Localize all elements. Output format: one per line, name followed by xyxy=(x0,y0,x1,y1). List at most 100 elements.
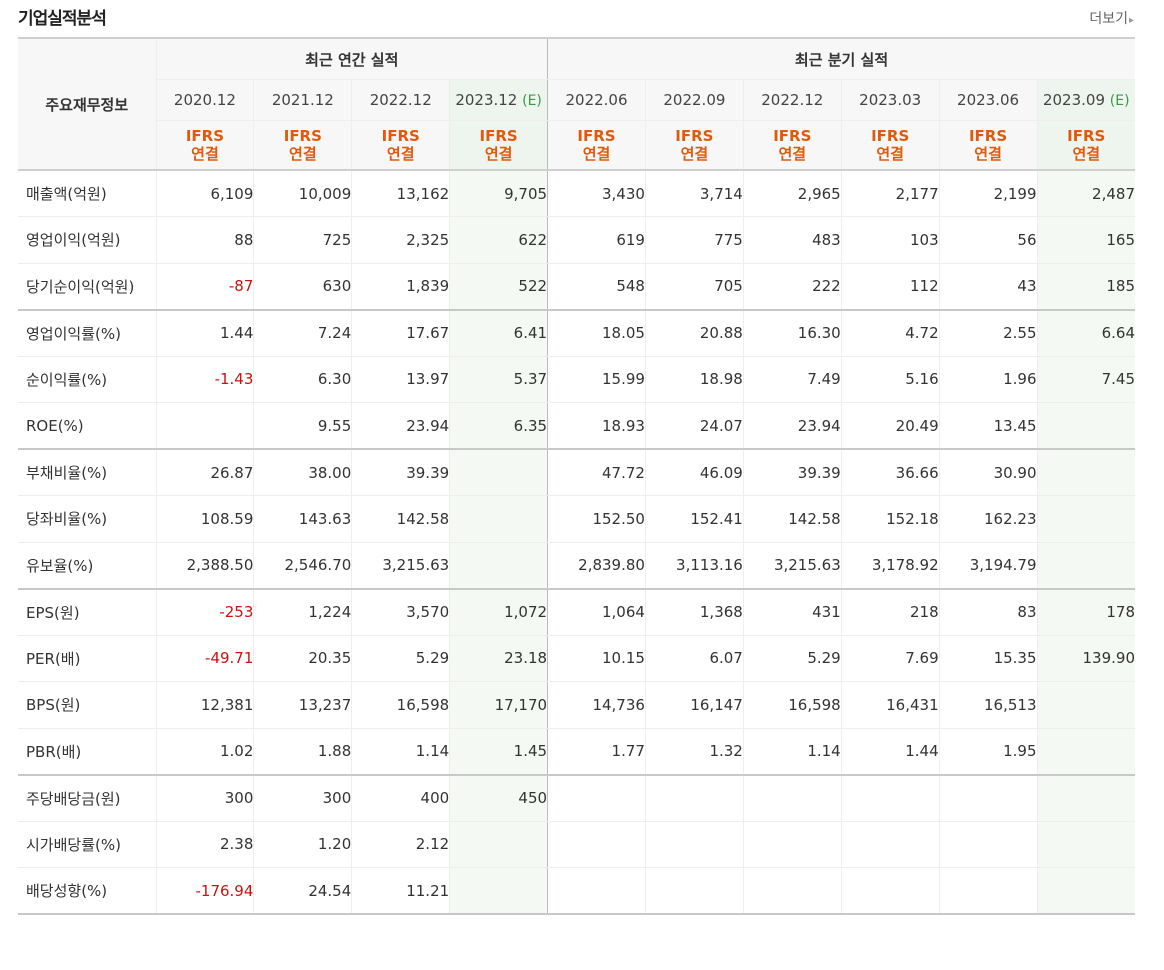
basis-line1: IFRS xyxy=(283,127,322,145)
cell-value: 56 xyxy=(938,216,1038,264)
basis-line1: IFRS xyxy=(185,127,225,145)
cell-value xyxy=(449,495,548,543)
cell-value: 143.63 xyxy=(253,495,352,543)
basis-line1: IFRS xyxy=(871,127,910,145)
table-row: 주당배당금(원) 300 300 400 450 xyxy=(18,774,1135,822)
cell-value: 23.94 xyxy=(742,402,842,450)
cell-value: 165 xyxy=(1036,216,1135,264)
period-label: 2023.09 xyxy=(1042,91,1105,109)
period-header: 2020.12 xyxy=(155,79,254,121)
cell-value: 1.44 xyxy=(840,728,940,776)
basis-line2: 연결 xyxy=(876,145,904,163)
cell-value: 5.29 xyxy=(351,635,450,682)
cell-value: 522 xyxy=(449,263,548,311)
row-label: 시가배당률(%) xyxy=(18,821,156,868)
cell-value: 152.18 xyxy=(840,495,940,543)
cell-value: 3,113.16 xyxy=(644,542,744,590)
period-label: 2022.12 xyxy=(369,91,432,109)
cell-value: 222 xyxy=(742,263,842,311)
basis-line1: IFRS xyxy=(675,127,714,145)
cell-value: 3,714 xyxy=(644,169,744,217)
cell-value xyxy=(1036,449,1135,496)
row-label: 매출액(억원) xyxy=(18,169,156,217)
chevron-right-icon[interactable]: ▸ xyxy=(1128,15,1134,26)
ifrs-basis: IFRS 연결 xyxy=(155,120,254,171)
cell-value xyxy=(1036,402,1135,450)
period-header: 2022.12 xyxy=(742,79,842,121)
cell-value: 46.09 xyxy=(644,449,744,496)
cell-value xyxy=(547,867,646,915)
cell-value: 5.37 xyxy=(449,356,548,403)
cell-value: 16,431 xyxy=(840,681,940,729)
cell-value: 39.39 xyxy=(742,449,842,496)
cell-value: 7.45 xyxy=(1036,356,1135,403)
cell-value xyxy=(1036,821,1135,868)
section-title: 기업실적분석 xyxy=(18,9,107,29)
cell-value: 162.23 xyxy=(938,495,1038,543)
more-link[interactable]: 더보기▸ xyxy=(1089,8,1134,28)
basis-line1: IFRS xyxy=(577,127,616,145)
cell-value: 6,109 xyxy=(155,169,254,217)
table-row: 순이익률(%) -1.43 6.30 13.97 5.37 15.99 18.98 7.49 5… xyxy=(18,356,1135,403)
financial-table: 주요재무정보 최근 연간 실적 최근 분기 실적 2020.12 2021.12 2… xyxy=(18,37,1135,915)
cell-value xyxy=(644,867,744,915)
cell-value: 431 xyxy=(742,588,842,636)
period-label: 2022.06 xyxy=(565,91,628,109)
basis-line1: IFRS xyxy=(479,127,518,145)
cell-value: 185 xyxy=(1036,263,1135,311)
basis-line1: IFRS xyxy=(381,127,420,145)
cell-value: 18.05 xyxy=(547,309,646,357)
cell-value xyxy=(742,774,842,822)
cell-value: 13.97 xyxy=(351,356,450,403)
cell-value: 17.67 xyxy=(351,309,450,357)
cell-value: 23.18 xyxy=(449,635,548,682)
cell-value: 16,598 xyxy=(351,681,450,729)
cell-value: 103 xyxy=(840,216,940,264)
cell-value: 142.58 xyxy=(351,495,450,543)
cell-value: -176.94 xyxy=(155,867,254,915)
cell-value: 6.30 xyxy=(253,356,352,403)
cell-value: 3,570 xyxy=(351,588,450,636)
cell-value: -253 xyxy=(155,588,254,636)
cell-value: 1.02 xyxy=(155,728,254,776)
cell-value: 13.45 xyxy=(938,402,1038,450)
cell-value xyxy=(644,774,744,822)
cell-value: 1,839 xyxy=(351,263,450,311)
cell-value xyxy=(938,821,1038,868)
cell-value: 1.32 xyxy=(644,728,744,776)
cell-value: 1,224 xyxy=(253,588,352,636)
cell-value: 1,368 xyxy=(644,588,744,636)
cell-value: 1.14 xyxy=(742,728,842,776)
cell-value: 12,381 xyxy=(155,681,254,729)
cell-value xyxy=(644,821,744,868)
cell-value: 3,215.63 xyxy=(351,542,450,590)
period-label: 2023.03 xyxy=(859,91,922,109)
cell-value: 39.39 xyxy=(351,449,450,496)
cell-value: 139.90 xyxy=(1036,635,1135,682)
cell-value: 38.00 xyxy=(253,449,352,496)
cell-value: 548 xyxy=(547,263,646,311)
table-row: PBR(배) 1.02 1.88 1.14 1.45 1.77 1.32 1.14 1.44 1.… xyxy=(18,728,1135,776)
cell-value: 3,178.92 xyxy=(840,542,940,590)
cell-value: 36.66 xyxy=(840,449,940,496)
cell-value: 450 xyxy=(449,774,548,822)
cell-value: 16,598 xyxy=(742,681,842,729)
cell-value: 142.58 xyxy=(742,495,842,543)
group-quarter-header: 최근 분기 실적 xyxy=(547,37,1135,80)
cell-value: 178 xyxy=(1036,588,1135,636)
group-annual-header: 최근 연간 실적 xyxy=(155,37,548,80)
table-row: 당기순이익(억원) -87 630 1,839 522 548 705 222 112 43 185 xyxy=(18,263,1135,311)
period-label: 2023.06 xyxy=(957,91,1020,109)
cell-value xyxy=(1036,728,1135,776)
period-header: 2023.12 (E) xyxy=(449,79,548,121)
cell-value xyxy=(155,402,254,450)
table-row: 배당성향(%) -176.94 24.54 11.21 xyxy=(18,867,1135,915)
cell-value xyxy=(1036,681,1135,729)
cell-value: 20.88 xyxy=(644,309,744,357)
cell-value: 2.12 xyxy=(351,821,450,868)
table-row: 영업이익(억원) 88 725 2,325 622 619 775 483 103 56 165 xyxy=(18,216,1135,264)
more-label[interactable]: 더보기 xyxy=(1089,11,1128,27)
row-label: PER(배) xyxy=(18,635,156,682)
cell-value: 2.55 xyxy=(938,309,1038,357)
